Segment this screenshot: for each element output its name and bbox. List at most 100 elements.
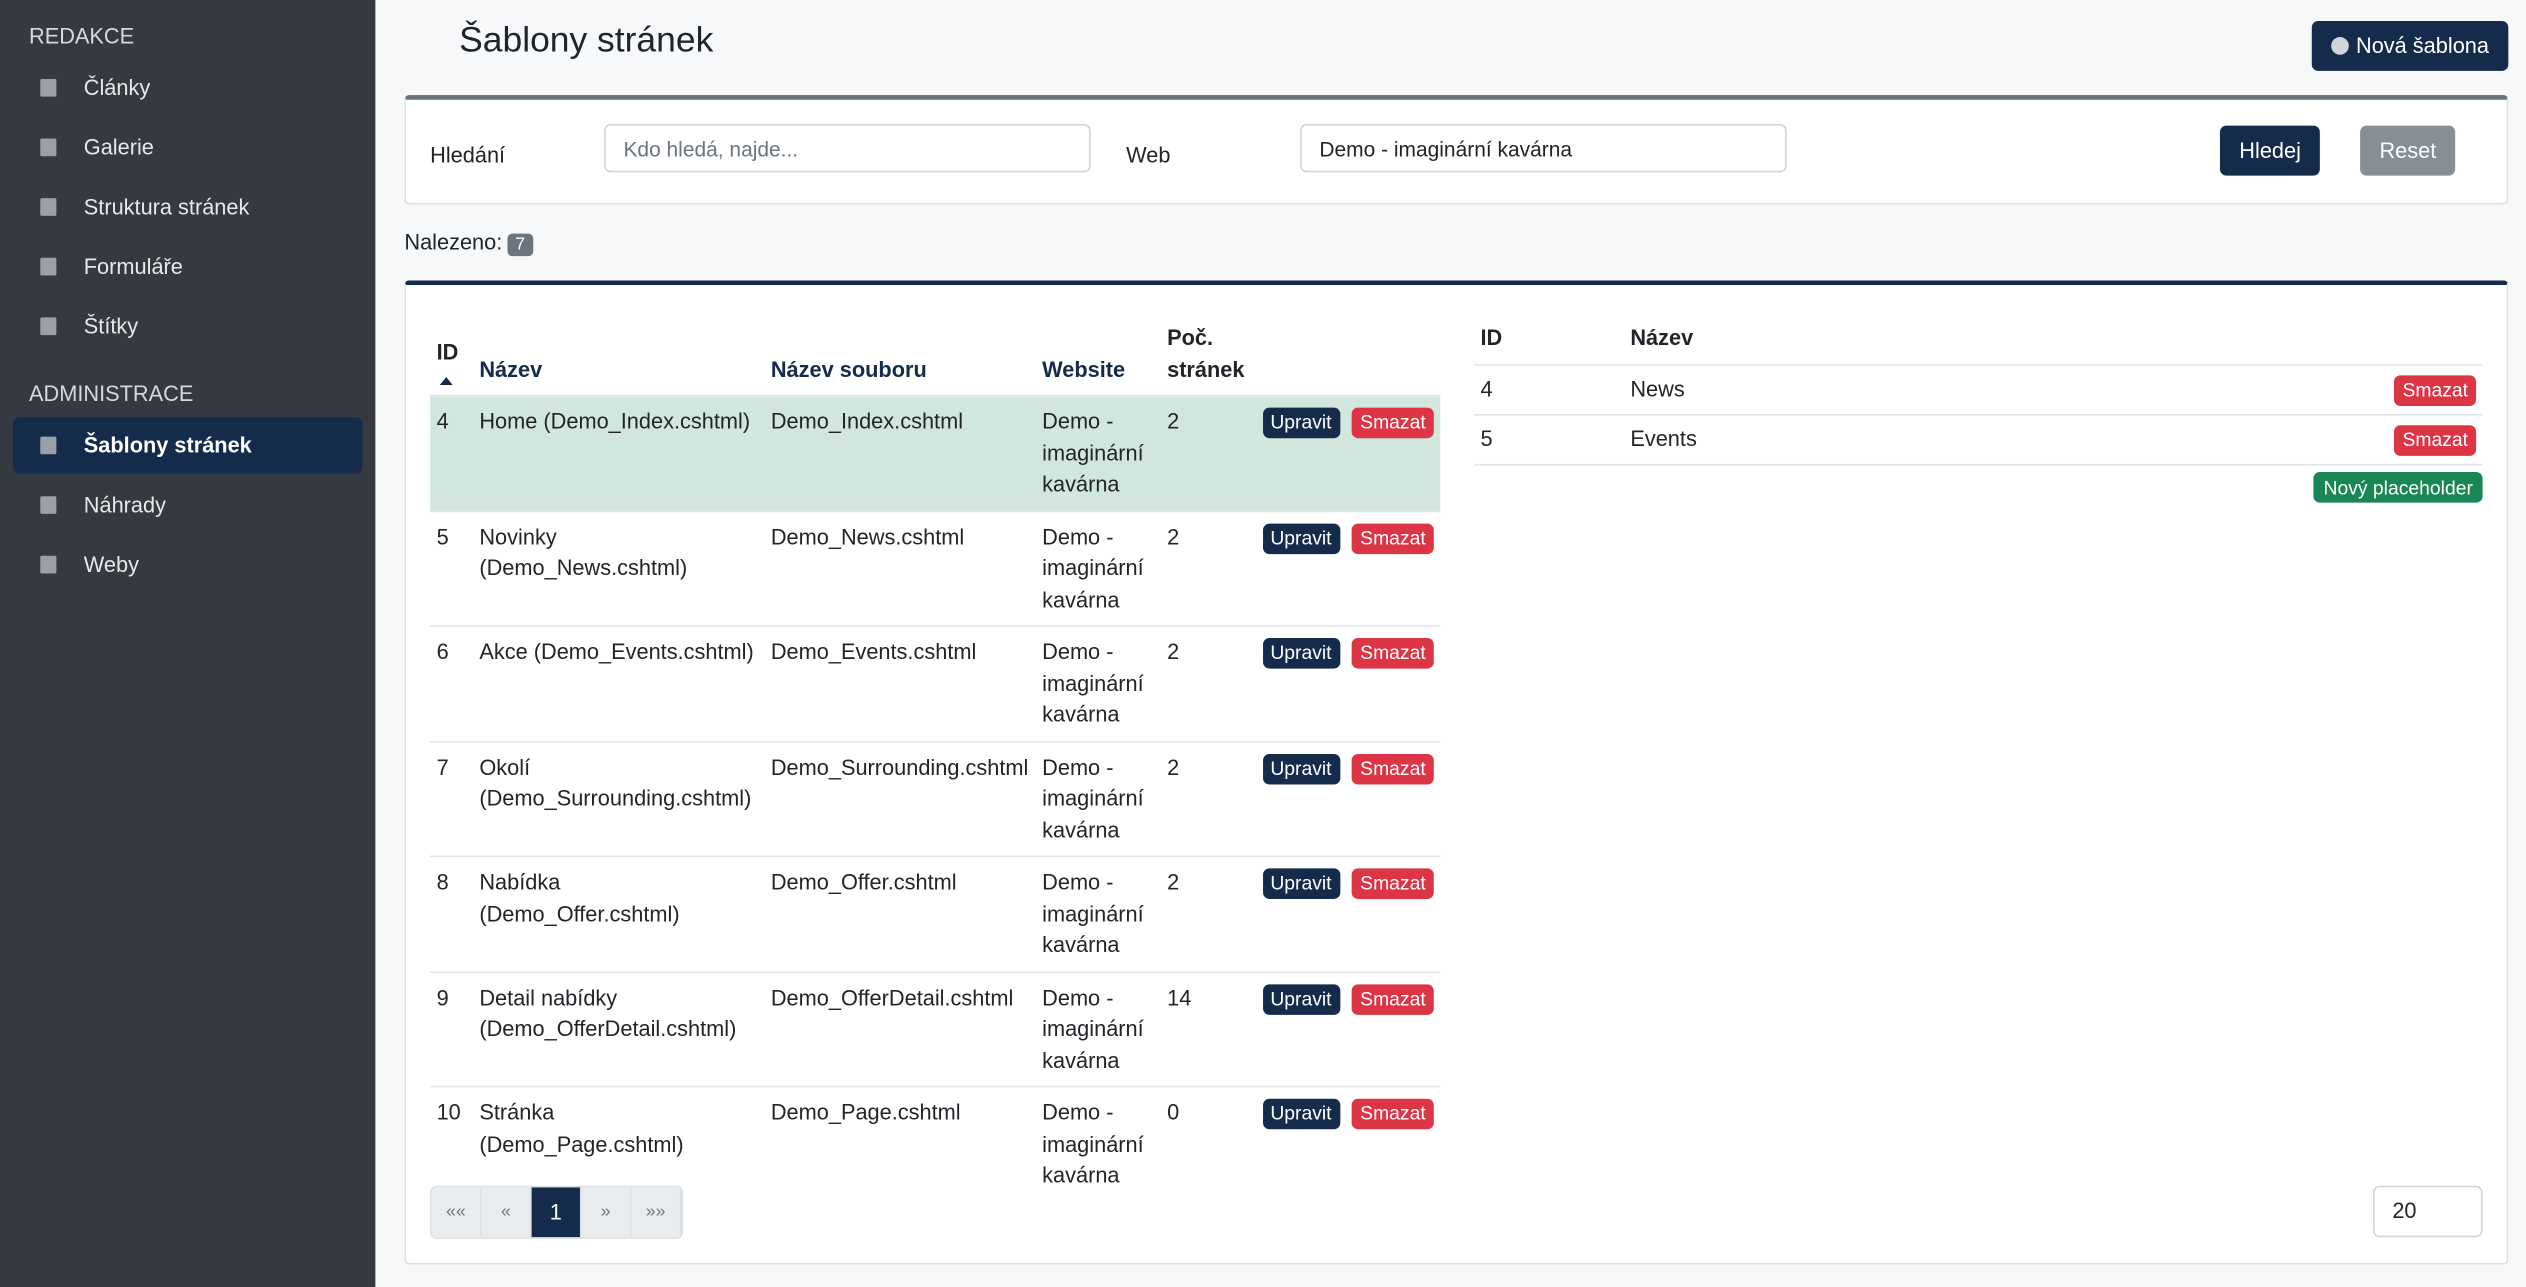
actions: Smazat xyxy=(2015,363,2483,415)
search-label: Hledání xyxy=(430,143,506,168)
cell: 7 xyxy=(430,740,473,857)
label: Šablony stránek xyxy=(83,433,252,458)
delete-button[interactable]: Smazat xyxy=(1352,868,1434,900)
page-link[interactable]: « xyxy=(481,1187,532,1238)
delete-button[interactable]: Smazat xyxy=(2394,374,2477,406)
edit-button[interactable]: Upravit xyxy=(1262,1099,1340,1130)
section-title: REDAKCE xyxy=(28,24,135,49)
edit-button[interactable]: Upravit xyxy=(1262,753,1340,785)
cell: 5 xyxy=(430,509,473,626)
page-link[interactable]: «« xyxy=(431,1187,482,1238)
cell: Demo_Surrounding.cshtml xyxy=(764,740,1036,857)
template-row[interactable]: 9 Detail nabídky (Demo_OfferDetail.cshtml… xyxy=(430,970,1441,1087)
delete-button[interactable]: Smazat xyxy=(1352,983,1434,1015)
actions: Upravit Smazat xyxy=(1255,970,1441,1087)
filter-bar: Hledání Kdo hledá, najde... Web Demo - i… xyxy=(404,95,2509,205)
delete-button[interactable]: Smazat xyxy=(1352,1099,1434,1130)
cell: Demo - imaginární kavárna xyxy=(1035,855,1161,972)
cell: 0 xyxy=(1160,1085,1256,1202)
label: Weby xyxy=(83,552,139,577)
label: Články xyxy=(83,75,151,100)
cell: Demo - imaginární kavárna xyxy=(1035,970,1161,1087)
cell: 14 xyxy=(1160,970,1256,1087)
cell: Demo - imaginární kavárna xyxy=(1035,1085,1161,1202)
delete-button[interactable]: Smazat xyxy=(1352,407,1434,439)
nav-item[interactable]: Struktura stránek xyxy=(13,179,363,235)
icon xyxy=(40,317,57,336)
template-row[interactable]: 4 Home (Demo_Index.cshtml) Demo_Index.csht… xyxy=(430,394,1441,511)
edit-button[interactable]: Upravit xyxy=(1262,983,1340,1015)
label: Upravit xyxy=(1270,986,1332,1010)
template-row[interactable]: 6 Akce (Demo_Events.cshtml) Demo_Events.cs… xyxy=(430,625,1441,742)
actions: Upravit Smazat xyxy=(1255,509,1441,626)
cell: 4 xyxy=(430,394,473,511)
cell: 2 xyxy=(1160,740,1256,857)
actions: Smazat xyxy=(2015,413,2483,466)
label: ID xyxy=(436,339,459,364)
web-select[interactable]: Demo - imaginární kavárna xyxy=(1300,124,1787,173)
label: Štítky xyxy=(83,314,139,339)
count-badge: 7 xyxy=(507,233,534,257)
page-size-select[interactable]: 20 xyxy=(2373,1185,2483,1238)
delete-button[interactable]: Smazat xyxy=(1352,753,1434,785)
column-header: ID xyxy=(430,313,473,396)
search-input[interactable]: Kdo hledá, najde... xyxy=(604,124,1091,173)
cell: 2 xyxy=(1160,394,1256,511)
cell: Novinky (Demo_News.cshtml) xyxy=(472,509,765,626)
cell: 10 xyxy=(430,1085,473,1202)
cell: 2 xyxy=(1160,509,1256,626)
template-row[interactable]: 10 Stránka (Demo_Page.cshtml) Demo_Page.cs… xyxy=(430,1085,1441,1202)
page-link[interactable]: 1 xyxy=(531,1187,582,1238)
nav-item[interactable]: Články xyxy=(13,60,363,116)
column-header: Website xyxy=(1036,313,1161,396)
label: Upravit xyxy=(1270,871,1332,895)
sidebar: REDAKCE Články Galerie Struktura stránek For… xyxy=(0,0,376,1287)
label: Reset xyxy=(2379,138,2437,163)
column-header: Název xyxy=(473,313,764,396)
edit-button[interactable]: Upravit xyxy=(1262,868,1340,900)
delete-button[interactable]: Smazat xyxy=(1352,638,1434,669)
search-button[interactable]: Hledej xyxy=(2219,125,2321,176)
template-row[interactable]: 7 Okolí (Demo_Surrounding.cshtml) Demo_Sur… xyxy=(430,740,1441,857)
delete-button[interactable]: Smazat xyxy=(1352,523,1434,554)
cell: Akce (Demo_Events.cshtml) xyxy=(472,625,765,742)
icon xyxy=(40,436,57,455)
nav-item[interactable]: Štítky xyxy=(13,298,363,354)
edit-button[interactable]: Upravit xyxy=(1262,407,1340,439)
page-link[interactable]: » xyxy=(581,1187,632,1238)
edit-button[interactable]: Upravit xyxy=(1262,638,1340,669)
actions: Upravit Smazat xyxy=(1255,1085,1441,1202)
cell: Demo_Events.cshtml xyxy=(764,625,1036,742)
delete-button[interactable]: Smazat xyxy=(2394,425,2477,456)
label: Upravit xyxy=(1270,410,1332,434)
edit-button[interactable]: Upravit xyxy=(1262,523,1340,554)
icon xyxy=(40,257,57,276)
template-row[interactable]: 8 Nabídka (Demo_Offer.cshtml) Demo_Offer.c… xyxy=(430,855,1441,972)
column-header: ID xyxy=(1480,325,1503,350)
template-row[interactable]: 5 Novinky (Demo_News.cshtml) Demo_News.csh… xyxy=(430,509,1441,626)
label: Náhrady xyxy=(83,492,166,518)
nav-item[interactable]: Weby xyxy=(13,536,363,592)
nav-item[interactable]: Formuláře xyxy=(13,238,363,294)
page-link[interactable]: »» xyxy=(631,1187,682,1238)
cell: 6 xyxy=(430,625,473,742)
label: Smazat xyxy=(1360,871,1426,895)
cell: 2 xyxy=(1160,855,1256,972)
new-placeholder-button[interactable]: Nový placeholder xyxy=(2313,472,2483,503)
new-template-button[interactable]: Nová šablona xyxy=(2312,20,2509,71)
label: Smazat xyxy=(1360,410,1426,434)
actions: Upravit Smazat xyxy=(1255,740,1441,857)
column-header: Název souboru xyxy=(764,313,1035,396)
label: Formuláře xyxy=(83,254,183,279)
reset-button[interactable]: Reset xyxy=(2360,125,2456,176)
nav-item[interactable]: Náhrady xyxy=(13,477,363,533)
label: Nový placeholder xyxy=(2323,476,2473,499)
label: Název xyxy=(479,356,543,382)
templates-card: ID Název Název souboru Website Poč. stránek 4… xyxy=(404,280,2509,1265)
cell: Demo_OfferDetail.cshtml xyxy=(764,970,1036,1087)
nav-item[interactable]: Šablony stránek xyxy=(12,417,363,474)
nav-item[interactable]: Galerie xyxy=(13,119,363,175)
label: Smazat xyxy=(2402,377,2469,401)
